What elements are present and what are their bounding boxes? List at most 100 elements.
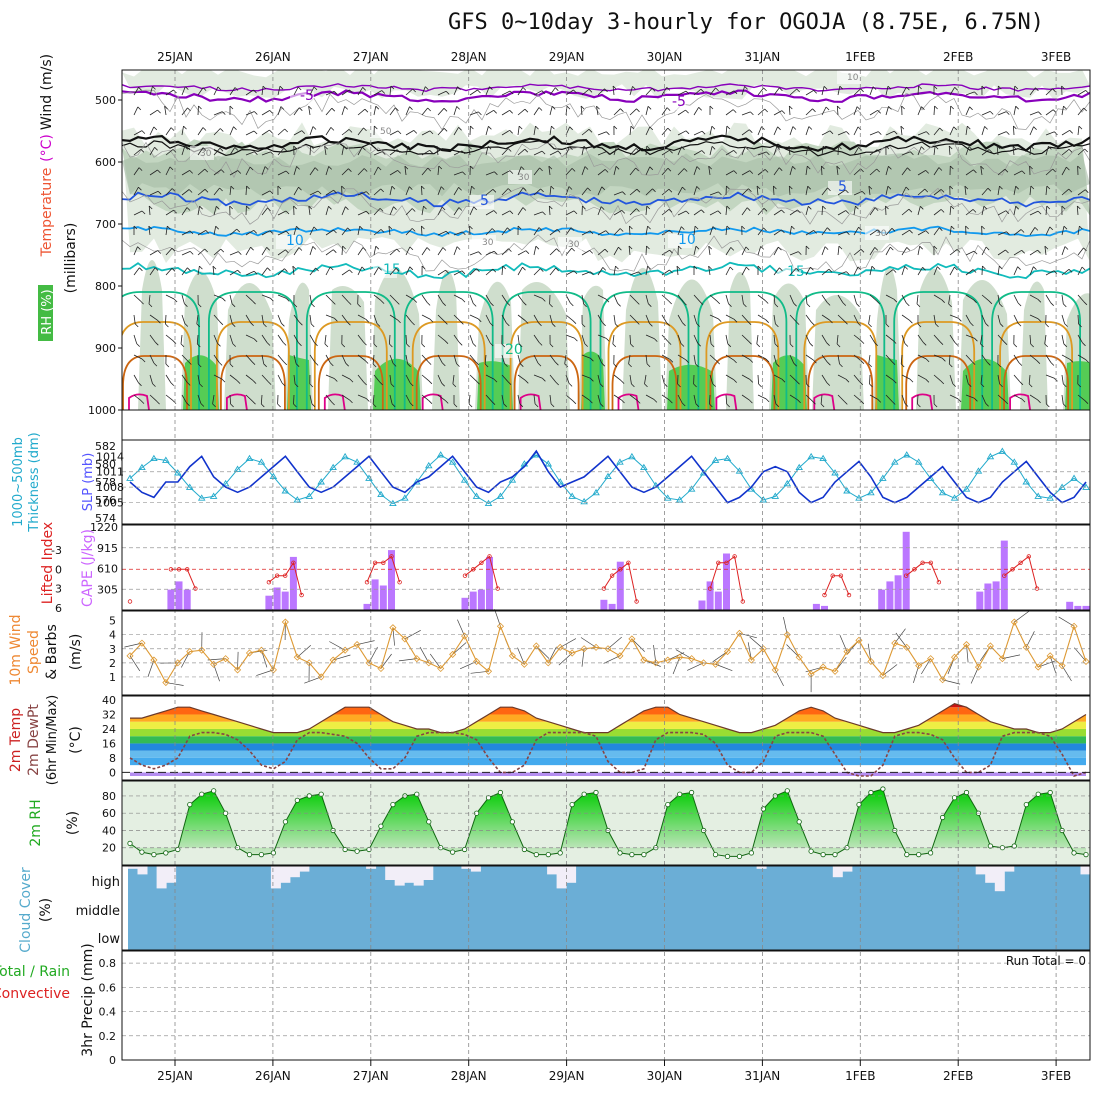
rh-plume	[1020, 281, 1048, 410]
wind-barb	[1029, 394, 1038, 401]
thickness-point	[950, 494, 959, 501]
wind-speed-point	[401, 635, 409, 643]
wind-barb	[885, 246, 891, 256]
wind-barb	[1045, 185, 1048, 196]
wind-barb	[517, 374, 526, 381]
thickness-point	[472, 492, 481, 499]
wind-barb	[165, 334, 174, 342]
wind-barb-flag	[427, 107, 431, 112]
contour-orange	[313, 321, 388, 410]
panel-frame-rh	[121, 780, 1091, 866]
wind-barb	[1013, 229, 1022, 236]
wind-barb-flag	[348, 129, 353, 133]
wind-barb-flag	[388, 225, 393, 230]
wind-barb	[565, 146, 570, 156]
wind-barb-flag	[452, 383, 457, 388]
thickness-tick-label: 574	[95, 512, 116, 525]
wind-speed-point	[616, 652, 624, 660]
wind-barb	[629, 167, 637, 176]
wind-barb-flag	[590, 378, 594, 382]
wind-barb	[900, 126, 903, 136]
wind-speed-point	[676, 653, 684, 661]
wind-barb-flag	[212, 265, 217, 270]
wind-barb-flag	[269, 110, 273, 114]
date-label-top: 28JAN	[451, 50, 487, 64]
wind-barb	[261, 190, 271, 196]
wind-barb	[612, 334, 615, 344]
wind-barb-flag	[749, 359, 754, 363]
wind-speed-point	[484, 667, 493, 675]
wind-barb	[917, 131, 927, 136]
wind-barb-flag	[939, 227, 943, 231]
wind-barb-flag	[566, 105, 571, 110]
wind-barb	[725, 354, 734, 361]
wind-barb	[405, 228, 413, 236]
wind-barb-flag	[972, 269, 977, 273]
wind-barb	[149, 374, 153, 384]
cape-bar	[600, 599, 608, 610]
wind-barb-10m	[1061, 665, 1072, 682]
wind-barb-flag	[269, 129, 273, 134]
wind-barb-flag	[749, 129, 753, 133]
wind-barb-flag	[806, 383, 810, 388]
wind-barb-flag	[396, 248, 400, 253]
wind-barb-flag	[836, 165, 841, 170]
thickness-point	[401, 494, 409, 501]
wind-barb	[805, 267, 811, 276]
wind-barb	[212, 266, 215, 276]
cape-bar	[1074, 605, 1082, 610]
wind-barb-flag	[953, 126, 957, 131]
wind-barb-flag	[824, 246, 829, 250]
wind-barb-flag	[1005, 210, 1010, 214]
wind-barb	[885, 106, 889, 116]
wind-barb-flag	[365, 319, 370, 323]
wind-barb-flag	[778, 246, 782, 251]
wind-barb	[885, 228, 893, 236]
wind-barb	[981, 246, 987, 256]
wind-barb	[245, 229, 254, 236]
rh2m-point	[294, 797, 300, 803]
wind-barb-flag	[525, 380, 529, 384]
wind-barb	[245, 166, 251, 176]
wind-barb-flag	[229, 105, 234, 110]
wind-barb	[933, 209, 942, 216]
rh-plume	[138, 260, 166, 410]
lifted-index-point	[127, 599, 133, 604]
wind-barb-flag	[267, 267, 271, 272]
slp-tick-label: 1014	[96, 450, 124, 463]
wind-barb	[645, 226, 648, 236]
wind-barb-flag	[1036, 360, 1041, 364]
wind-barb	[437, 230, 447, 236]
wind-barb	[149, 190, 159, 196]
cloud-high-gap	[556, 866, 567, 889]
wind-barb-flag	[822, 205, 826, 210]
wind-barb	[1029, 210, 1039, 216]
wind-barb-flag	[909, 229, 913, 234]
wind-speed-point	[186, 648, 194, 656]
wind-barb	[565, 394, 574, 402]
thickness-point	[819, 454, 827, 462]
wind-barb-flag	[669, 149, 673, 154]
wind-barb-flag	[630, 343, 634, 348]
wind-barb	[901, 167, 908, 176]
wind-barb	[229, 251, 239, 256]
wind-barb-flag	[965, 225, 969, 230]
thickness-point	[998, 447, 1007, 454]
wind-barb-flag	[973, 169, 977, 174]
temp-color-bands	[130, 703, 1086, 776]
wind-barb	[309, 294, 312, 304]
wind-barb	[980, 374, 983, 384]
wind-barb-flag	[998, 85, 1002, 90]
wind-barb-flag	[999, 383, 1003, 388]
rh-green-core	[771, 355, 807, 410]
wind-barb	[245, 394, 253, 402]
wind-barb-flag	[811, 321, 815, 326]
wind-barb	[917, 170, 926, 176]
wind-barb	[629, 86, 633, 96]
wind-barb	[981, 206, 985, 216]
wind-barb	[565, 186, 570, 196]
wind-barb-flag	[458, 207, 463, 211]
wind-barb-flag	[669, 359, 674, 363]
rh2m-point	[485, 795, 492, 801]
thickness-point	[448, 458, 457, 465]
